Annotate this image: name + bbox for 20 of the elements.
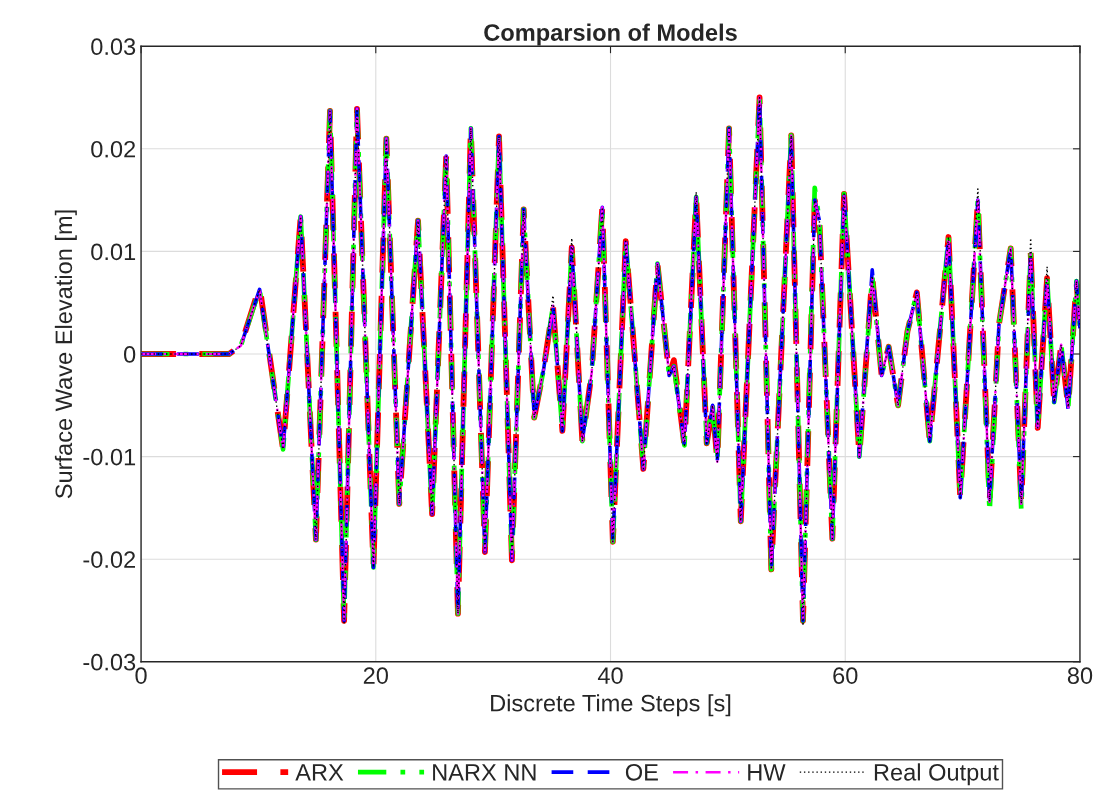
y-tick-label: -0.01 — [83, 448, 136, 466]
x-tick-label: 80 — [1067, 667, 1093, 684]
chart-title: Comparsion of Models — [484, 23, 737, 46]
y-axis-title: Surface Wave Elevation [m] — [54, 210, 77, 499]
x-tick-label: 0 — [135, 667, 147, 684]
y-tick-label: 0.03 — [91, 38, 136, 56]
legend-label: Real Output — [874, 763, 999, 786]
x-tick-label: 20 — [363, 667, 388, 684]
x-tick-label: 60 — [833, 667, 858, 684]
legend-label: NARX NN — [433, 764, 536, 781]
x-axis-title: Discrete Time Steps [s] — [491, 694, 731, 717]
x-tick-label: 40 — [597, 667, 623, 684]
y-tick-label: 0.02 — [91, 140, 136, 158]
legend-label: OE — [625, 763, 658, 781]
y-tick-label: -0.02 — [83, 551, 136, 568]
y-tick-label: 0.01 — [91, 243, 136, 261]
y-tick-label: 0 — [123, 346, 136, 363]
y-tick-label: -0.03 — [83, 653, 136, 671]
legend-label: ARX — [295, 764, 344, 781]
legend-label: HW — [748, 764, 786, 781]
